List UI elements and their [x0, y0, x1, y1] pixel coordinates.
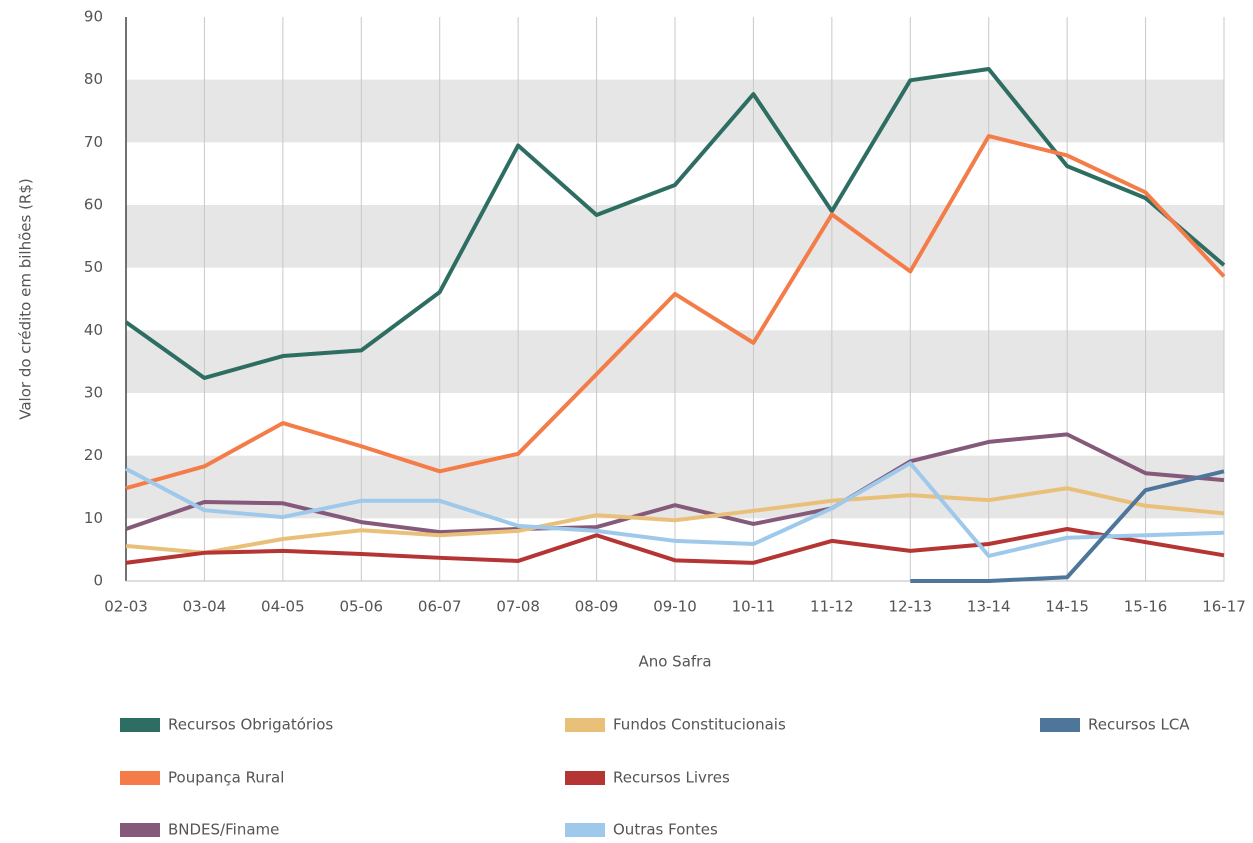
y-tick-label: 80 [84, 70, 103, 88]
y-axis-label: Valor do crédito em bilhões (R$) [17, 178, 35, 420]
x-tick-label: 12-13 [888, 598, 932, 616]
legend-label: Recursos Livres [613, 769, 730, 787]
legend-label: Recursos Obrigatórios [168, 716, 333, 734]
y-tick-label: 90 [84, 8, 103, 26]
x-tick-label: 02-03 [104, 598, 148, 616]
legend-swatch [565, 718, 605, 732]
x-tick-label: 06-07 [418, 598, 462, 616]
legend-swatch [565, 823, 605, 837]
legend-label: Poupança Rural [168, 769, 284, 787]
legend-swatch [565, 771, 605, 785]
series-line [125, 134, 1226, 491]
x-tick-label: 04-05 [261, 598, 305, 616]
series-line [125, 486, 1225, 555]
x-tick-label: 03-04 [183, 598, 227, 616]
legend-swatch [120, 823, 160, 837]
series-line [910, 469, 1225, 583]
y-tick-label: 40 [84, 321, 103, 339]
x-tick-label: 10-11 [732, 598, 776, 616]
legend-label: Outras Fontes [613, 821, 718, 839]
x-tick-label: 07-08 [496, 598, 540, 616]
x-tick-label: 15-16 [1124, 598, 1168, 616]
legend-swatch [1040, 718, 1080, 732]
legend-swatch [120, 771, 160, 785]
series-line [125, 526, 1225, 565]
y-tick-label: 60 [84, 196, 103, 214]
y-tick-label: 30 [84, 384, 103, 402]
x-tick-label: 14-15 [1045, 598, 1089, 616]
legend-swatch [120, 718, 160, 732]
y-tick-label: 50 [84, 258, 103, 276]
x-tick-label: 11-12 [810, 598, 854, 616]
y-tick-label: 70 [84, 133, 103, 151]
legend-label: BNDES/Finame [168, 821, 279, 839]
y-tick-label: 0 [93, 572, 103, 590]
y-tick-label: 10 [84, 509, 103, 527]
x-tick-label: 09-10 [653, 598, 697, 616]
y-tick-label: 20 [84, 446, 103, 464]
x-tick-label: 05-06 [339, 598, 383, 616]
x-tick-label: 08-09 [575, 598, 619, 616]
series-line [125, 461, 1225, 558]
legend-label: Fundos Constitucionais [613, 716, 786, 734]
series-line [124, 67, 1226, 380]
x-tick-label: 16-17 [1202, 598, 1246, 616]
x-tick-label: 13-14 [967, 598, 1011, 616]
legend-label: Recursos LCA [1088, 716, 1190, 734]
x-axis-label: Ano Safra [638, 653, 711, 671]
series-line [125, 432, 1225, 535]
